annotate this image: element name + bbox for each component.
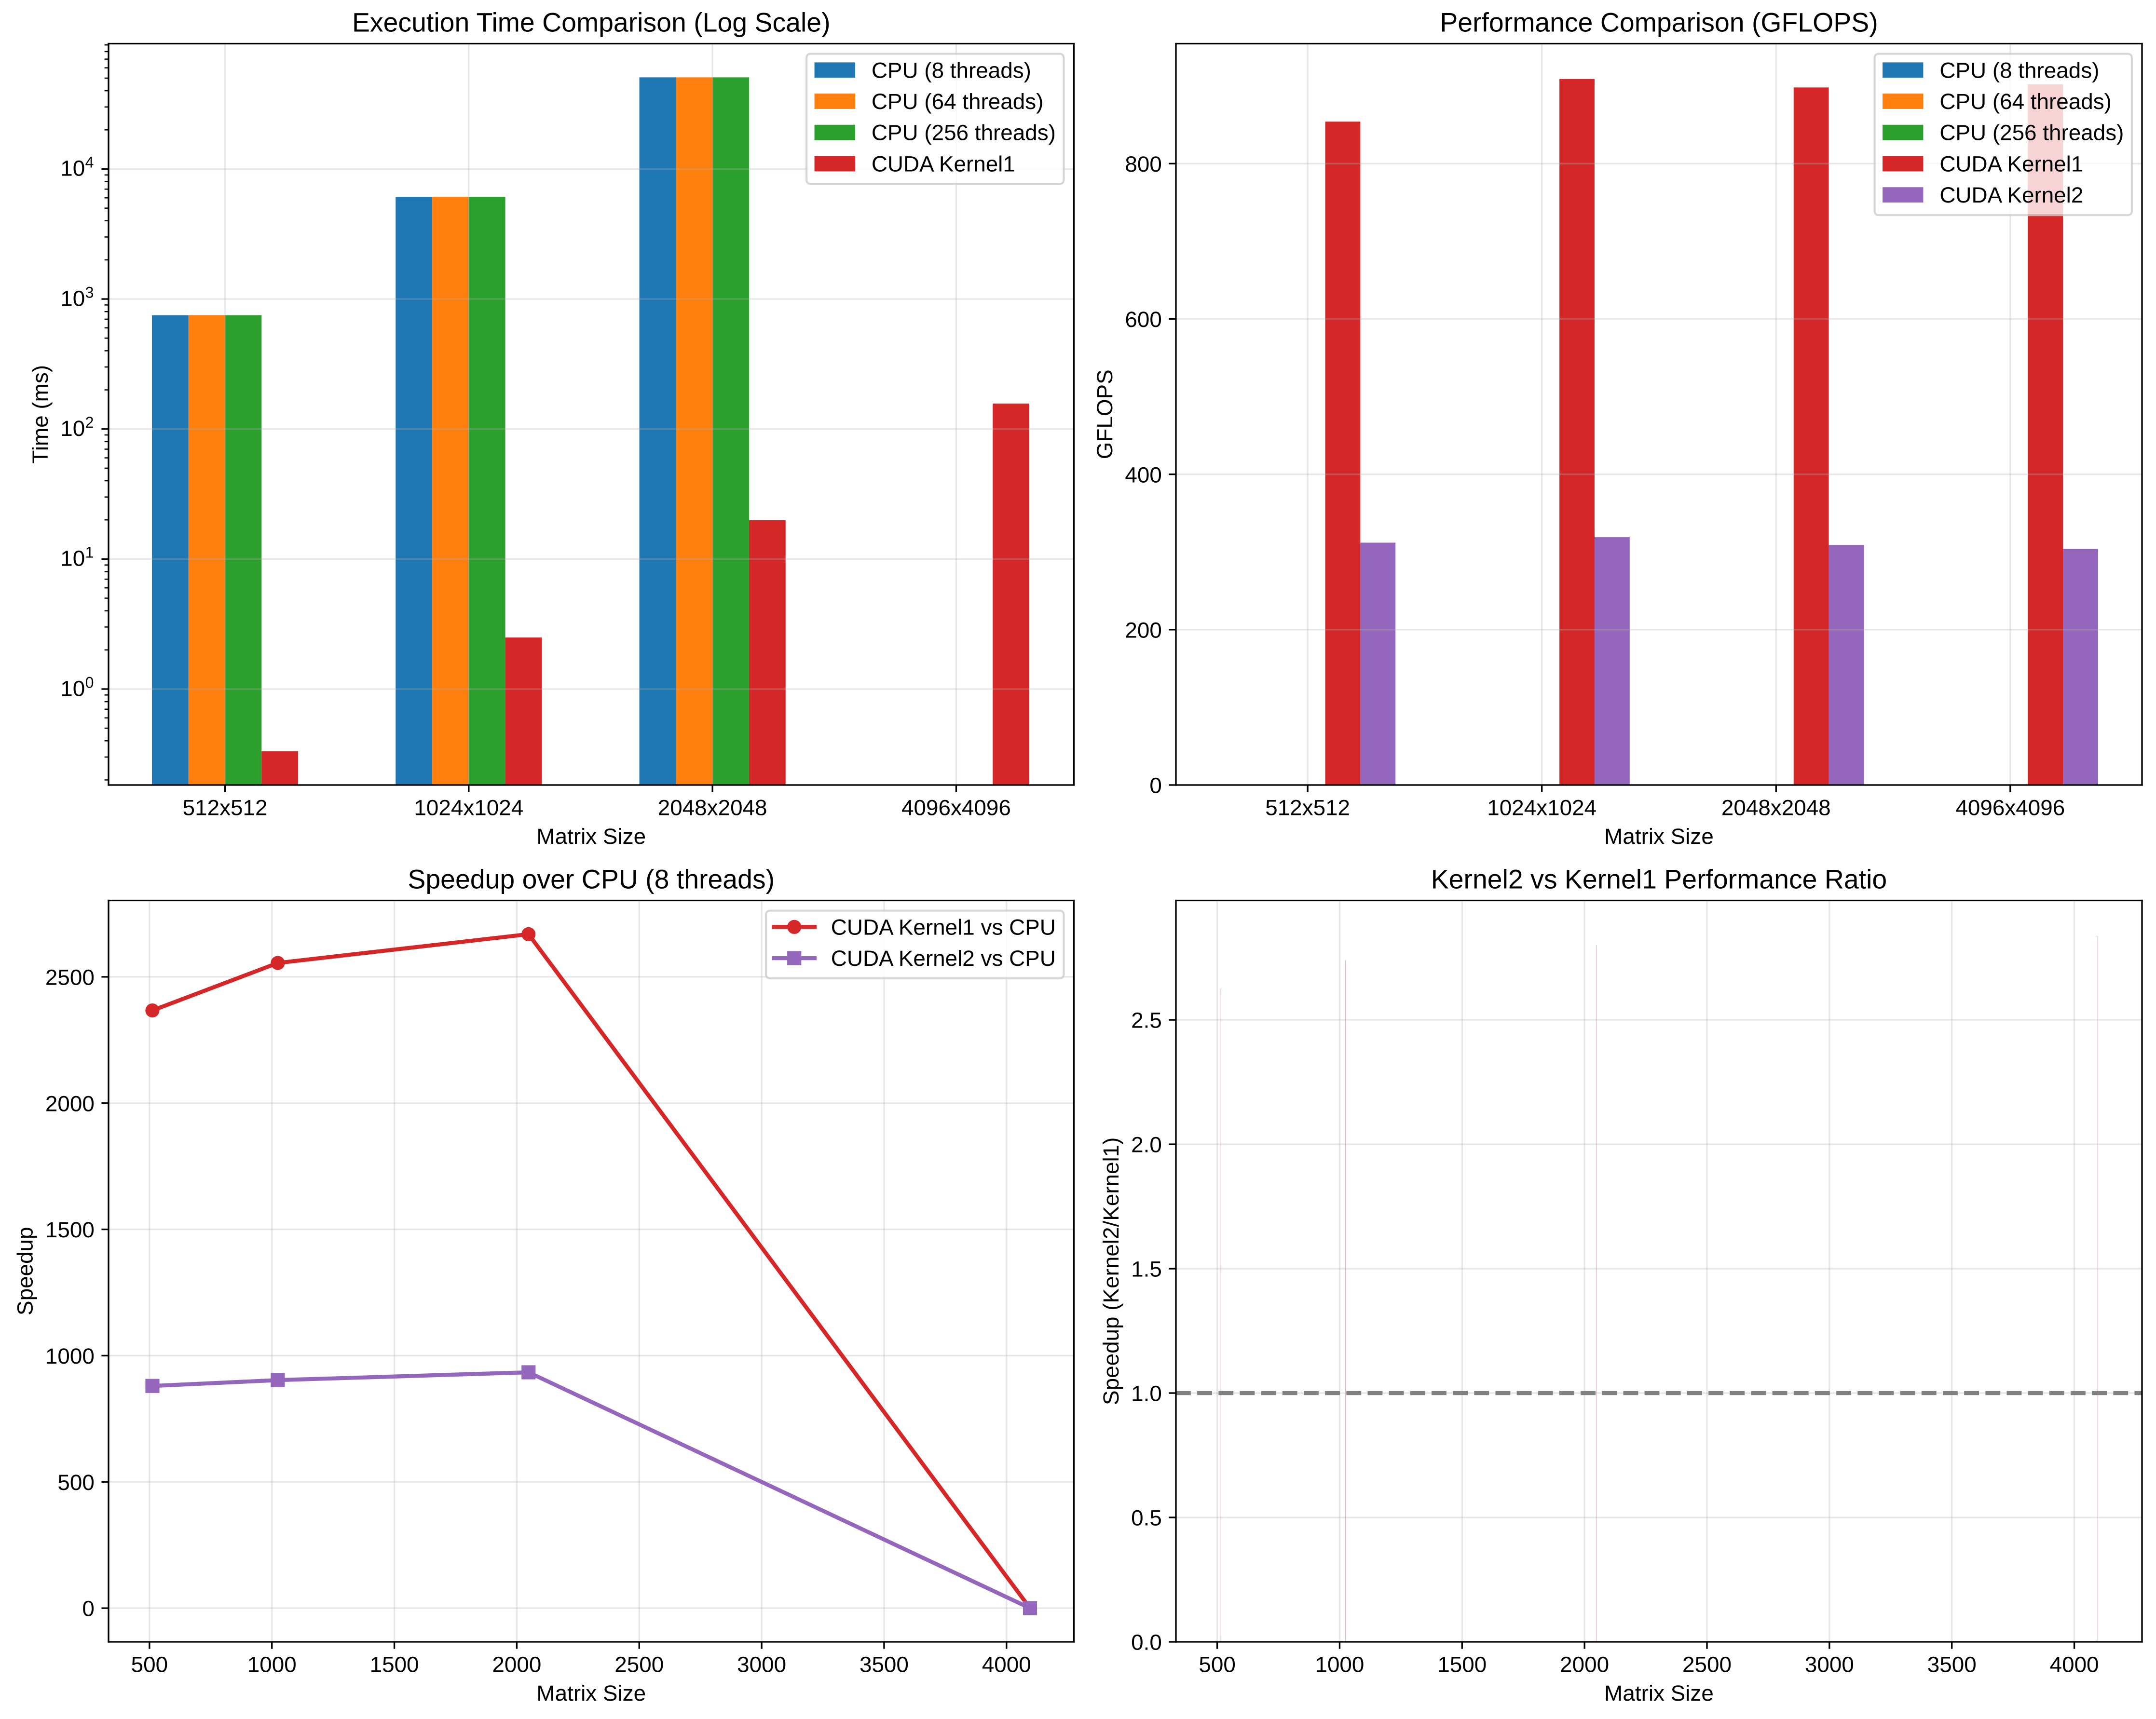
svg-text:2500: 2500 bbox=[614, 1652, 664, 1677]
svg-text:500: 500 bbox=[131, 1652, 168, 1677]
svg-text:1024x1024: 1024x1024 bbox=[414, 795, 523, 820]
svg-text:2048x2048: 2048x2048 bbox=[658, 795, 767, 820]
svg-text:2048x2048: 2048x2048 bbox=[1721, 795, 1831, 820]
svg-text:CPU (8 threads): CPU (8 threads) bbox=[1939, 58, 2099, 82]
svg-text:600: 600 bbox=[1125, 307, 1161, 332]
svg-text:2000: 2000 bbox=[1560, 1652, 1609, 1677]
svg-text:1 0 3: 1 0 3 bbox=[60, 277, 94, 313]
svg-text:0.5: 0.5 bbox=[1131, 1506, 1162, 1530]
svg-text:Matrix Size: Matrix Size bbox=[1604, 1681, 1714, 1705]
svg-text:GFLOPS: GFLOPS bbox=[1092, 369, 1117, 459]
svg-text:1500: 1500 bbox=[45, 1218, 95, 1242]
svg-text:1000: 1000 bbox=[45, 1344, 95, 1368]
svg-text:500: 500 bbox=[57, 1470, 94, 1495]
svg-text:4000: 4000 bbox=[2050, 1652, 2099, 1677]
svg-text:500: 500 bbox=[1199, 1652, 1235, 1677]
svg-text:CUDA Kernel2 vs CPU: CUDA Kernel2 vs CPU bbox=[831, 946, 1056, 971]
svg-text:1 0 0: 1 0 0 bbox=[60, 667, 94, 703]
svg-text:4096x4096: 4096x4096 bbox=[1955, 795, 2065, 820]
svg-text:1.0: 1.0 bbox=[1131, 1381, 1162, 1406]
svg-text:CUDA Kernel1: CUDA Kernel1 bbox=[1939, 151, 2083, 176]
svg-text:Speedup: Speedup bbox=[13, 1227, 38, 1316]
svg-text:CUDA Kernel1 vs CPU: CUDA Kernel1 vs CPU bbox=[831, 915, 1056, 939]
svg-text:CPU (64 threads): CPU (64 threads) bbox=[1939, 89, 2112, 114]
svg-text:3000: 3000 bbox=[1805, 1652, 1854, 1677]
svg-text:CUDA Kernel2: CUDA Kernel2 bbox=[1939, 183, 2083, 207]
svg-text:1 0 4: 1 0 4 bbox=[60, 147, 94, 183]
svg-text:2.5: 2.5 bbox=[1131, 1008, 1162, 1033]
svg-text:0.0: 0.0 bbox=[1131, 1630, 1162, 1655]
svg-text:Kernel2 vs Kernel1 Performance: Kernel2 vs Kernel1 Performance Ratio bbox=[1431, 865, 1887, 894]
svg-text:4096x4096: 4096x4096 bbox=[901, 795, 1011, 820]
svg-text:Matrix Size: Matrix Size bbox=[1604, 824, 1714, 849]
svg-text:CPU (256 threads): CPU (256 threads) bbox=[1939, 121, 2124, 145]
svg-text:Time (ms): Time (ms) bbox=[28, 365, 53, 463]
svg-text:2.0: 2.0 bbox=[1131, 1133, 1162, 1157]
svg-text:2500: 2500 bbox=[1682, 1652, 1732, 1677]
svg-text:Speedup (Kernel2/Kernel1): Speedup (Kernel2/Kernel1) bbox=[1099, 1137, 1123, 1405]
svg-text:Execution Time Comparison (Log: Execution Time Comparison (Log Scale) bbox=[352, 7, 831, 37]
svg-text:CPU (8 threads): CPU (8 threads) bbox=[872, 58, 1031, 82]
svg-text:Matrix Size: Matrix Size bbox=[536, 824, 646, 849]
svg-text:0: 0 bbox=[82, 1597, 95, 1621]
svg-text:3500: 3500 bbox=[1927, 1652, 1977, 1677]
svg-text:1 0 2: 1 0 2 bbox=[60, 407, 94, 443]
svg-text:2000: 2000 bbox=[492, 1652, 541, 1677]
svg-text:1 0 1: 1 0 1 bbox=[60, 537, 94, 573]
svg-text:1024x1024: 1024x1024 bbox=[1487, 795, 1597, 820]
svg-text:3500: 3500 bbox=[860, 1652, 909, 1677]
svg-text:1000: 1000 bbox=[1315, 1652, 1364, 1677]
svg-text:512x512: 512x512 bbox=[1265, 795, 1350, 820]
svg-text:CPU (256 threads): CPU (256 threads) bbox=[872, 121, 1056, 145]
svg-text:1500: 1500 bbox=[1437, 1652, 1487, 1677]
svg-text:200: 200 bbox=[1125, 618, 1161, 642]
svg-text:Speedup over CPU (8 threads): Speedup over CPU (8 threads) bbox=[408, 865, 775, 894]
svg-text:CPU (64 threads): CPU (64 threads) bbox=[872, 89, 1044, 114]
svg-text:3000: 3000 bbox=[737, 1652, 786, 1677]
svg-text:2500: 2500 bbox=[45, 965, 95, 989]
svg-text:Performance Comparison (GFLOPS: Performance Comparison (GFLOPS) bbox=[1440, 7, 1878, 37]
svg-text:400: 400 bbox=[1125, 462, 1161, 487]
svg-text:1500: 1500 bbox=[370, 1652, 419, 1677]
svg-text:Matrix Size: Matrix Size bbox=[536, 1681, 646, 1705]
svg-text:800: 800 bbox=[1125, 152, 1161, 176]
svg-text:1000: 1000 bbox=[247, 1652, 297, 1677]
svg-text:0: 0 bbox=[1149, 773, 1162, 798]
svg-text:CUDA Kernel1: CUDA Kernel1 bbox=[872, 151, 1015, 176]
svg-text:2000: 2000 bbox=[45, 1091, 95, 1116]
svg-text:1.5: 1.5 bbox=[1131, 1257, 1162, 1282]
svg-text:512x512: 512x512 bbox=[183, 795, 268, 820]
svg-text:4000: 4000 bbox=[982, 1652, 1031, 1677]
